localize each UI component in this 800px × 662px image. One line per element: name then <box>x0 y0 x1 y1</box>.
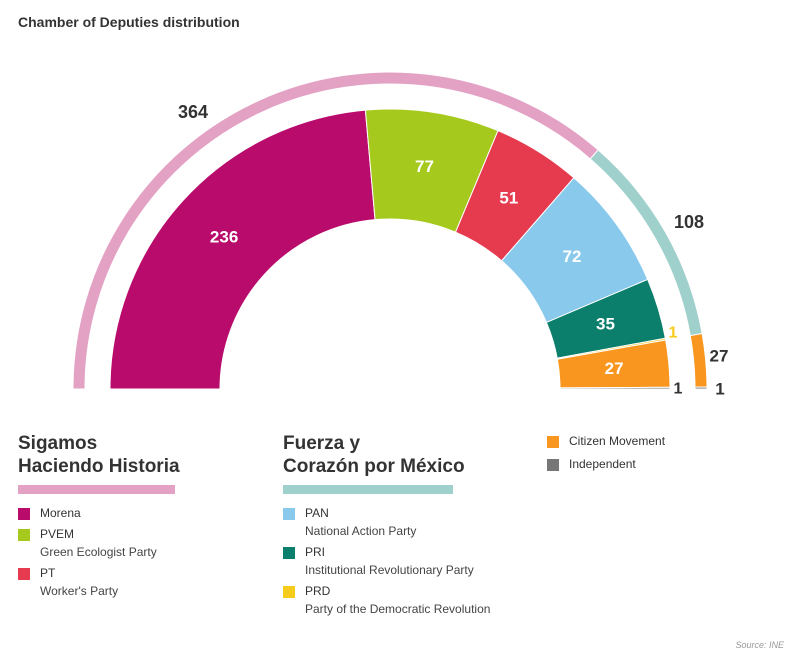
legend-group-sigamos-bar <box>18 485 175 494</box>
legend-swatch <box>18 508 30 520</box>
source-note: Source: INE <box>735 640 784 650</box>
coalition-band-mc <box>689 332 708 388</box>
legend-group-fuerza-bar <box>283 485 453 494</box>
seat-wedge-independent <box>559 386 671 390</box>
legend-swatch <box>283 508 295 520</box>
seat-value-pvem: 77 <box>415 157 434 176</box>
legend-description: Green Ecologist Party <box>40 545 157 559</box>
legend-group-title-line: Haciendo Historia <box>18 456 180 477</box>
legend-group-title-line: Sigamos <box>18 433 98 454</box>
seat-value-independent: 1 <box>674 381 683 398</box>
legend-label: PRD <box>305 584 331 598</box>
legend-label: PRI <box>305 545 326 559</box>
legend-label: Morena <box>40 506 81 520</box>
coalition-total-sigamos: 364 <box>178 102 208 122</box>
legend-description: Worker's Party <box>40 584 119 598</box>
legend-description: National Action Party <box>305 524 417 538</box>
seat-value-pri: 35 <box>596 315 615 334</box>
legend-description: Institutional Revolutionary Party <box>305 563 474 577</box>
chart-title: Chamber of Deputies distribution <box>18 14 240 30</box>
seat-value-pt: 51 <box>499 188 518 207</box>
legend-label: PVEM <box>40 527 75 541</box>
coalition-total-mc: 27 <box>710 347 729 366</box>
seat-value-pan: 72 <box>563 247 582 266</box>
legend-swatch <box>547 436 559 448</box>
coalition-band-independent <box>694 386 708 390</box>
legend-swatch <box>547 459 559 471</box>
seat-value-mc: 27 <box>605 359 624 378</box>
seat-wedge-morena <box>109 109 376 390</box>
seat-value-prd: 1 <box>669 325 678 342</box>
legend-label: PAN <box>305 506 329 520</box>
legend-label: Citizen Movement <box>569 434 666 448</box>
legend-swatch <box>283 586 295 598</box>
coalition-total-fuerza: 108 <box>674 212 704 232</box>
legend-group-title-line: Fuerza y <box>283 433 361 454</box>
seat-value-morena: 236 <box>210 228 238 247</box>
legend-label: Independent <box>569 457 636 471</box>
legend-group-fuerza-title: Fuerza y Corazón por México <box>283 432 465 478</box>
legend-swatch <box>18 529 30 541</box>
coalition-total-independent: 1 <box>715 380 724 399</box>
legend-label: PT <box>40 566 56 580</box>
legend-description: Party of the Democratic Revolution <box>305 602 491 616</box>
legend-group-title-line: Corazón por México <box>283 456 465 477</box>
legend-swatch <box>283 547 295 559</box>
chamber-chart: 236 77 51 72 35 27 364 108 27 1 1 1 <box>72 71 729 399</box>
legend-swatch <box>18 568 30 580</box>
legend-group-sigamos-title: Sigamos Haciendo Historia <box>18 432 180 478</box>
